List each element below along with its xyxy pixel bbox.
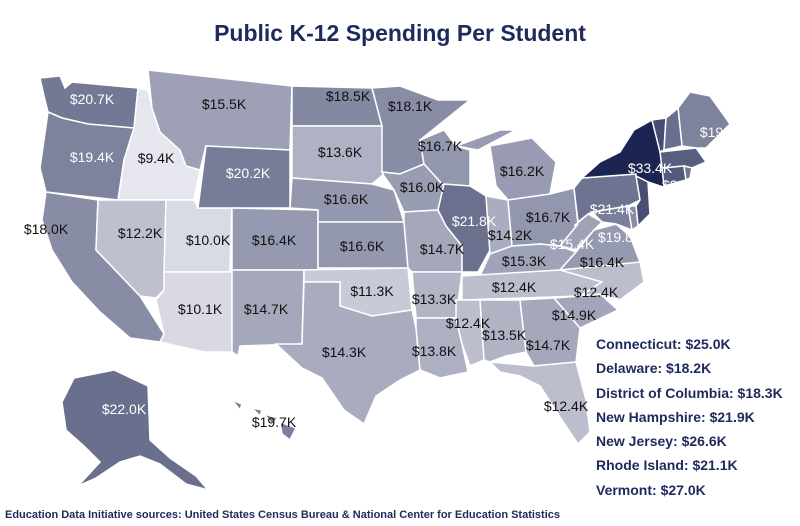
state-label-nd: $18.5K — [326, 88, 371, 104]
state-label-oh: $16.7K — [526, 209, 571, 225]
state-label-md: $19.8K — [598, 229, 643, 245]
state-il — [437, 183, 491, 273]
state-label-nm: $14.7K — [244, 301, 289, 317]
map-title: Public K-12 Spending Per Student — [214, 20, 586, 46]
state-de — [627, 205, 639, 232]
state-wv — [558, 213, 604, 251]
state-ri — [683, 165, 693, 182]
state-label-ca: $18.0K — [24, 221, 69, 237]
state-label-co: $16.4K — [252, 232, 297, 248]
state-sd — [291, 125, 385, 185]
small-state-entry: District of Columbia: $18.3K — [596, 384, 783, 401]
state-label-sc: $14.9K — [552, 307, 597, 323]
state-label-tx: $14.3K — [322, 344, 367, 360]
state-label-fl: $12.4K — [544, 398, 589, 414]
state-label-nc: $12.4K — [574, 284, 619, 300]
state-nc — [553, 261, 645, 301]
state-label-wy: $20.2K — [226, 165, 271, 181]
state-label-ky: $15.3K — [502, 253, 547, 269]
state-label-az: $10.1K — [178, 301, 223, 317]
state-label-sd: $13.6K — [318, 144, 363, 160]
state-label-ia: $16.0K — [400, 179, 445, 195]
state-label-ks: $16.6K — [340, 238, 385, 254]
state-label-pa: $21.4K — [590, 201, 635, 217]
state-label-va: $16.4K — [580, 254, 625, 270]
state-label-ny: $33.4K — [628, 160, 673, 176]
small-state-entry: Delaware: $18.2K — [596, 360, 712, 377]
small-state-entry: New Jersey: $26.6K — [596, 433, 727, 450]
state-label-mi: $16.2K — [500, 163, 545, 179]
state-label-mt: $15.5K — [202, 96, 247, 112]
small-state-entry: New Hampshire: $21.9K — [596, 408, 755, 425]
state-mt — [147, 69, 293, 171]
small-state-entry: Connecticut: $25.0K — [596, 336, 731, 352]
state-label-or: $19.4K — [70, 149, 115, 165]
state-label-tn: $12.4K — [492, 279, 537, 295]
state-label-wv: $15.4K — [550, 236, 595, 252]
state-me — [677, 91, 731, 149]
state-label-nv: $12.2K — [118, 225, 163, 241]
state-label-me: $19.3K — [700, 124, 745, 140]
state-label-ak: $22.0K — [102, 401, 147, 417]
state-label-ne: $16.6K — [324, 191, 369, 207]
state-label-mn: $18.1K — [388, 98, 433, 114]
small-state-entry: Vermont: $27.0K — [596, 481, 706, 498]
state-label-in: $14.2K — [488, 227, 533, 243]
source-note: Education Data Initiative sources: Unite… — [5, 509, 561, 521]
state-wi — [419, 129, 471, 187]
state-label-hi: $19.7K — [252, 414, 297, 430]
state-label-ma: $24.4K — [662, 177, 707, 193]
state-label-ms: $12.4K — [446, 315, 491, 331]
state-ak — [61, 369, 211, 492]
state-label-ga: $14.7K — [526, 337, 571, 353]
state-nh — [663, 106, 683, 151]
state-label-il: $21.8K — [452, 213, 497, 229]
state-label-ok: $11.3K — [350, 283, 394, 299]
state-label-id: $9.4K — [138, 150, 175, 166]
state-fl — [488, 361, 591, 446]
small-state-entry: Rhode Island: $21.1K — [596, 457, 738, 474]
state-label-wa: $20.7K — [70, 91, 115, 107]
state-label-la: $13.8K — [412, 343, 457, 359]
state-hi — [229, 398, 298, 442]
state-label-ar: $13.3K — [412, 291, 457, 307]
state-label-al: $13.5K — [482, 327, 527, 343]
state-label-ut: $10.0K — [186, 232, 231, 248]
state-tx — [274, 281, 421, 426]
state-label-wi: $16.7K — [418, 138, 463, 154]
state-label-mo: $14.7K — [420, 241, 465, 257]
small-states-list: Connecticut: $25.0K Delaware: $18.2K Dis… — [596, 332, 783, 502]
